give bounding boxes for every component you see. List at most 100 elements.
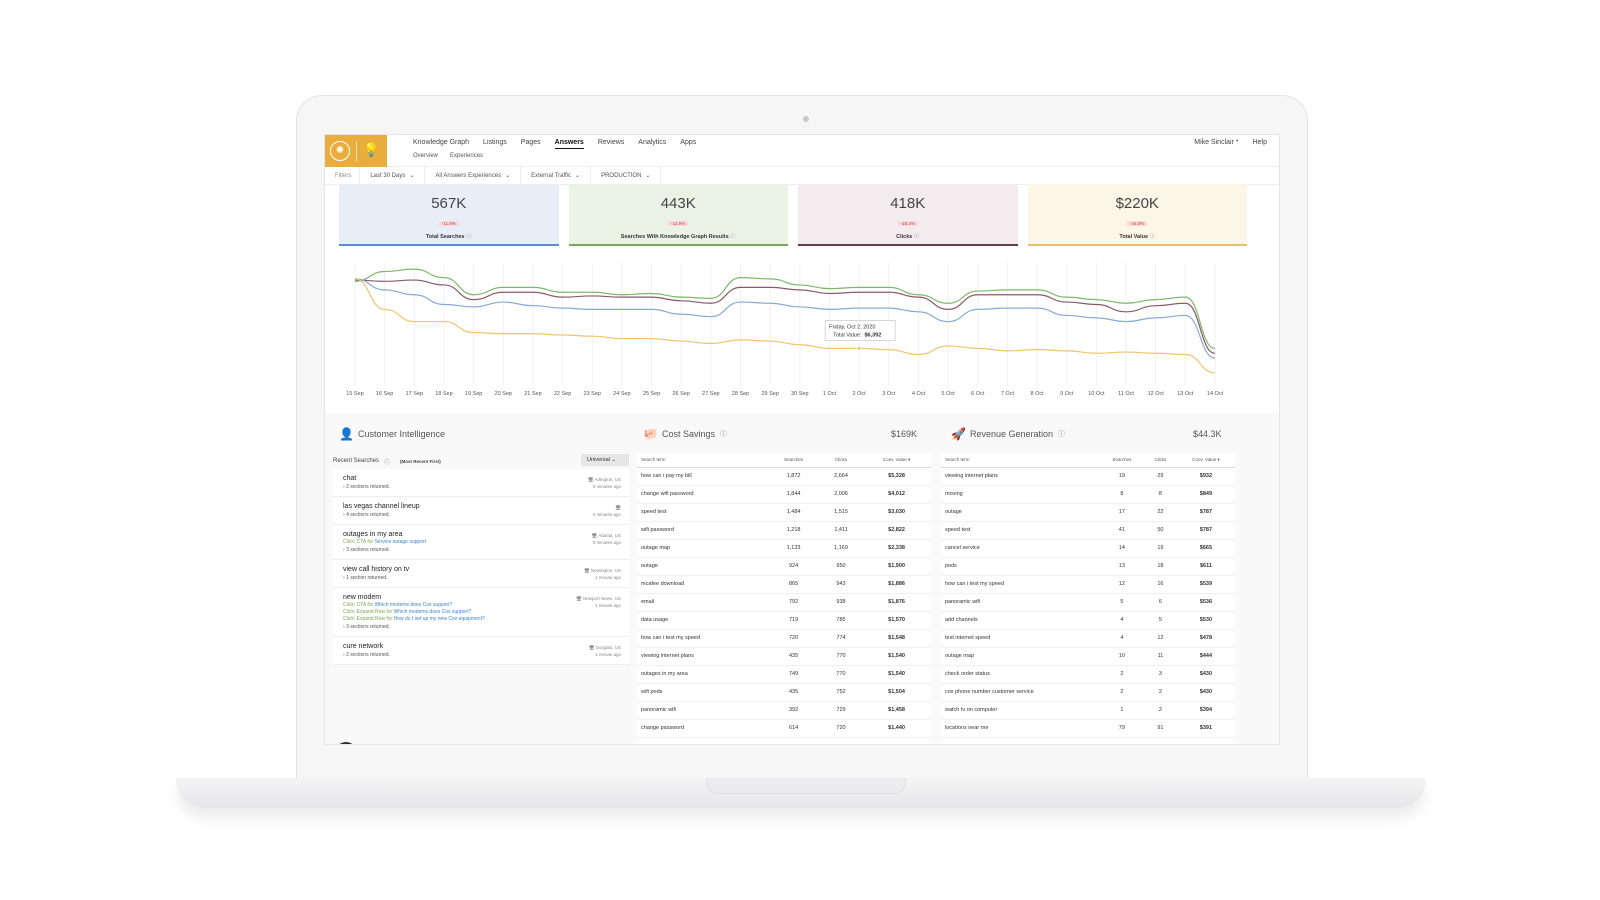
- table-row[interactable]: viewing internet plans 435 770 $1,540: [637, 647, 931, 666]
- info-icon[interactable]: ⓘ: [466, 234, 472, 240]
- table-row[interactable]: viewing internet plans 19 29 $932: [941, 467, 1235, 486]
- search-time: 1 minute ago: [594, 603, 621, 608]
- sections-returned-text: 4 sections returned.: [346, 512, 390, 518]
- user-menu[interactable]: Mike Sinclair *: [1194, 139, 1239, 146]
- table-cell: $5,328: [862, 467, 931, 486]
- info-icon[interactable]: ⓘ: [384, 459, 391, 466]
- kpi-value: 443K: [660, 195, 696, 212]
- chevron-right-icon: ›: [343, 484, 345, 490]
- sections-returned[interactable]: › 2 sections returned.: [343, 652, 619, 658]
- sections-returned[interactable]: › 2 sections returned.: [343, 484, 619, 490]
- click-target-link[interactable]: How do I set up my new Cox equipment?: [393, 616, 485, 622]
- table-row[interactable]: wifi pods 435 752 $1,504: [637, 683, 931, 702]
- table-row[interactable]: how can i pay my bill 1,872 2,664 $5,328: [637, 467, 931, 486]
- sections-returned[interactable]: › 3 sections returned.: [343, 547, 619, 553]
- recent-search-item[interactable]: las vegas channel lineup › 4 sections ret…: [333, 497, 629, 525]
- table-row[interactable]: cox phone number customer service 2 2 $430: [941, 683, 1235, 702]
- filter-dropdown[interactable]: External Traffic ⌄: [521, 166, 592, 185]
- table-row[interactable]: outage map 1,133 1,169 $2,338: [637, 539, 931, 558]
- table-row[interactable]: add channels 4 5 $530: [941, 611, 1235, 630]
- series-line-3[interactable]: [354, 278, 1216, 374]
- table-cell: 2,006: [819, 485, 863, 504]
- help-link[interactable]: Help: [1252, 139, 1267, 146]
- table-cell: 50: [1144, 521, 1177, 540]
- nav-item-apps[interactable]: Apps: [680, 139, 697, 146]
- kpi-cards: 567K -11.8% Total Searches ⓘ 443K -11.9% Sear…: [339, 184, 1247, 246]
- table-row[interactable]: outage 924 950 $1,900: [637, 557, 931, 576]
- recent-searches-list: chat › 2 sections returned. 🖥 Arlington, U…: [333, 469, 629, 665]
- info-icon[interactable]: ⓘ: [1149, 234, 1156, 240]
- table-row[interactable]: speed test 1,484 1,515 $3,030: [637, 503, 931, 522]
- column-header[interactable]: Conv. Value ▾: [862, 453, 931, 468]
- table-row[interactable]: mcafee download 865 943 $1,886: [637, 575, 931, 594]
- table-row[interactable]: how can i test my speed 720 774 $1,548: [637, 629, 931, 648]
- kpi-card[interactable]: $220K -44.0% Total Value ⓘ: [1027, 184, 1247, 246]
- nav-item-listings[interactable]: Listings: [483, 139, 507, 146]
- info-icon[interactable]: ⓘ: [1058, 431, 1066, 438]
- series-line-1[interactable]: [354, 279, 1216, 354]
- table-row[interactable]: watch tv on computer 1 2 $394: [941, 701, 1235, 720]
- table-row[interactable]: outage 17 22 $787: [941, 503, 1235, 522]
- click-target-link[interactable]: Which modems does Cox support?: [374, 602, 453, 608]
- sections-returned[interactable]: › 3 sections returned.: [343, 624, 619, 630]
- tooltip-value-label: Total Value:: [833, 332, 862, 338]
- table-row[interactable]: panoramic wifi 392 729 $1,458: [637, 701, 931, 720]
- table-cell: pods: [941, 557, 1100, 576]
- table-row[interactable]: change wifi password 1,844 2,006 $4,012: [637, 485, 931, 504]
- help-button[interactable]: ?: [335, 742, 357, 744]
- column-header[interactable]: Conv. Value ▾: [1176, 453, 1235, 468]
- table-row[interactable]: wifi password 1,218 1,411 $2,822: [637, 521, 931, 540]
- series-line-2[interactable]: [354, 278, 1216, 359]
- filters-label: Filters: [325, 166, 361, 185]
- revenue-generation-amount: $44.3K: [1193, 429, 1222, 439]
- table-row[interactable]: outage map 10 11 $444: [941, 647, 1235, 666]
- kpi-card[interactable]: 418K -15.2% Clicks ⓘ: [798, 184, 1018, 246]
- sections-returned[interactable]: › 4 sections returned.: [343, 512, 619, 518]
- click-target-link[interactable]: Which modems does Cox support?: [393, 609, 472, 615]
- table-row[interactable]: speed test 41 50 $787: [941, 521, 1235, 540]
- click-target-link[interactable]: Service outage support: [374, 539, 426, 545]
- nav-item-answers[interactable]: Answers: [554, 139, 584, 149]
- table-row[interactable]: test internet speed 4 12 $478: [941, 629, 1235, 648]
- table-row[interactable]: cancel service 14 19 $665: [941, 539, 1235, 558]
- recent-search-item[interactable]: cure network › 2 sections returned. 🖥 Doug…: [333, 637, 629, 665]
- sections-returned-text: 3 sections returned.: [346, 547, 390, 553]
- table-row[interactable]: data usage 719 785 $1,570: [637, 611, 931, 630]
- kpi-card[interactable]: 443K -11.9% Searches With Knowledge Graph …: [568, 184, 788, 246]
- nav-item-analytics[interactable]: Analytics: [638, 139, 667, 146]
- table-row[interactable]: panoramic wifi 5 6 $536: [941, 593, 1235, 612]
- recent-search-item[interactable]: chat › 2 sections returned. 🖥 Arlington, U…: [333, 469, 629, 497]
- table-cell: how can i test my speed: [941, 575, 1100, 594]
- filter-dropdown[interactable]: PRODUCTION ⌄: [591, 166, 662, 185]
- kpi-label-text: Clicks: [896, 234, 913, 240]
- nav-item-reviews[interactable]: Reviews: [597, 139, 625, 146]
- nav-item-knowledge-graph[interactable]: Knowledge Graph: [413, 139, 470, 146]
- recent-search-item[interactable]: view call history on tv › 1 section retur…: [333, 560, 629, 588]
- sections-returned[interactable]: › 1 section returned.: [343, 575, 619, 581]
- table-row[interactable]: change password 614 720 $1,440: [637, 719, 931, 738]
- table-row[interactable]: how can i test my speed 12 16 $539: [941, 575, 1235, 594]
- table-row[interactable]: locations near me 79 91 $391: [941, 719, 1235, 738]
- table-row[interactable]: pods 13 18 $611: [941, 557, 1235, 576]
- search-location: Arlington, US: [594, 477, 621, 482]
- series-line-0[interactable]: [354, 268, 1216, 349]
- hover-point[interactable]: [856, 345, 862, 351]
- table-row[interactable]: moving 8 8 $849: [941, 485, 1235, 504]
- table-row[interactable]: check order status 2 3 $430: [941, 665, 1235, 684]
- info-icon[interactable]: ⓘ: [913, 234, 920, 240]
- info-icon[interactable]: ⓘ: [730, 234, 736, 240]
- table-row[interactable]: outages in my area 749 770 $1,540: [637, 665, 931, 684]
- search-type-select[interactable]: Universal ⌄: [581, 454, 629, 466]
- filter-dropdown[interactable]: Last 30 Days ⌄: [360, 166, 426, 185]
- search-location: Atlanta, US: [598, 533, 621, 538]
- nav-item-pages[interactable]: Pages: [520, 139, 541, 146]
- recent-search-item[interactable]: new modem Click: CTA for Which modems doe…: [333, 588, 629, 637]
- sub-nav-item-experiences[interactable]: Experiences: [450, 153, 484, 159]
- info-icon[interactable]: ⓘ: [719, 431, 727, 438]
- sub-nav-item-overview[interactable]: Overview: [413, 153, 439, 159]
- table-row[interactable]: email 792 938 $1,876: [637, 593, 931, 612]
- recent-search-item[interactable]: outages in my area Click: CTA for Service…: [333, 525, 629, 560]
- filter-dropdown[interactable]: All Answers Experiences ⌄: [425, 166, 522, 185]
- logo[interactable]: ✺ 💡: [325, 135, 387, 167]
- kpi-card[interactable]: 567K -11.8% Total Searches ⓘ: [339, 184, 559, 246]
